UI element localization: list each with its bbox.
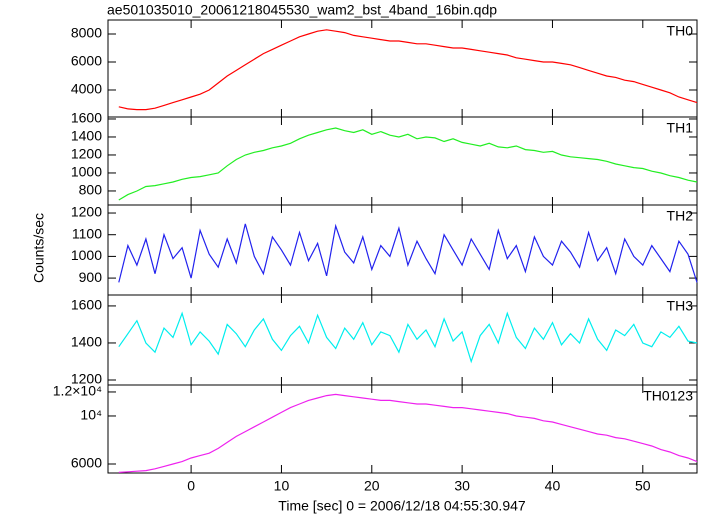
x-tick-label: 20 <box>364 478 380 494</box>
series-label: TH2 <box>667 208 694 224</box>
series-label: TH0 <box>667 23 694 39</box>
panel-frame <box>107 116 698 206</box>
x-tick-label: 30 <box>454 478 470 494</box>
series-line <box>118 29 698 111</box>
y-tick-label: 8000 <box>71 25 102 41</box>
y-tick-label: 1100 <box>72 225 102 241</box>
series-line <box>118 393 698 473</box>
y-tick-label: 1400 <box>71 334 102 350</box>
x-axis-label: Time [sec] 0 = 2006/12/18 04:55:30.947 <box>278 498 526 514</box>
series-line <box>118 223 698 283</box>
y-tick-label: 1400 <box>71 128 102 144</box>
x-tick-label: 40 <box>545 478 561 494</box>
y-tick-label: 1000 <box>71 164 102 180</box>
y-tick-label: 1.2×10⁴ <box>53 383 102 399</box>
series-line <box>118 127 698 201</box>
y-tick-label: 1600 <box>71 297 102 313</box>
series-label: TH3 <box>667 298 694 314</box>
y-tick-label: 1000 <box>71 247 102 263</box>
x-tick-label: 0 <box>187 478 195 494</box>
x-tick-label: 10 <box>274 478 290 494</box>
panel-frame <box>107 384 698 474</box>
y-axis-label: Counts/sec <box>31 213 47 283</box>
y-tick-label: 6000 <box>71 455 102 471</box>
y-tick-label: 1200 <box>71 371 102 387</box>
y-tick-label: 900 <box>79 269 103 285</box>
x-tick-label: 50 <box>635 478 651 494</box>
series-line <box>118 311 698 364</box>
y-tick-label: 4000 <box>71 81 102 97</box>
y-tick-label: 10⁴ <box>80 407 102 423</box>
panel-frame <box>107 19 698 118</box>
y-tick-label: 6000 <box>71 53 102 69</box>
chart-title: ae501035010_20061218045530_wam2_bst_4ban… <box>107 2 497 18</box>
y-tick-label: 800 <box>79 182 103 198</box>
y-tick-label: 1600 <box>71 110 102 126</box>
y-tick-label: 1200 <box>71 204 102 220</box>
y-tick-label: 1200 <box>71 146 102 162</box>
series-label: TH0123 <box>643 388 693 404</box>
series-label: TH1 <box>667 120 694 136</box>
